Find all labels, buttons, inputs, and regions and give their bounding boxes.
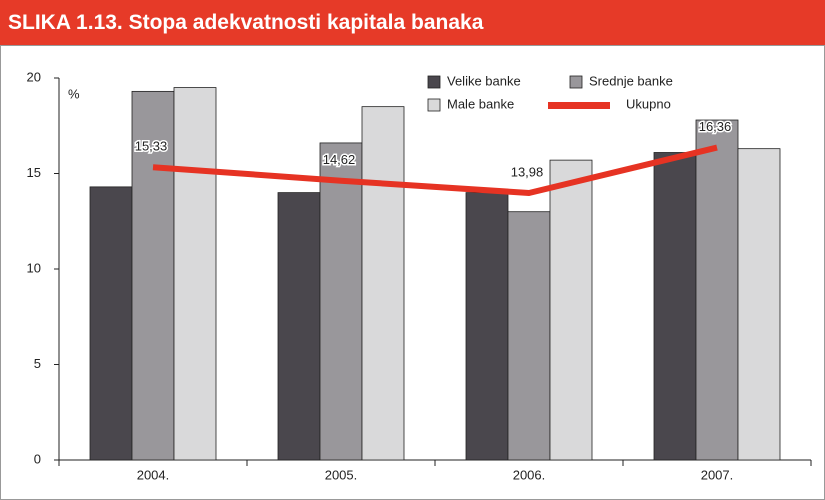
legend-swatch [427,75,441,89]
y-tick-label: 0 [34,451,41,466]
y-tick-label: 5 [34,356,41,371]
legend-label: Ukupno [626,96,671,111]
bar [465,192,509,461]
legend-swatch [427,98,441,112]
x-tick-label: 2007. [701,467,734,482]
x-tick-label: 2005. [325,467,358,482]
x-tick-label: 2004. [137,467,170,482]
bar [319,142,363,461]
bar [549,159,593,461]
data-label: 15,33 [135,139,168,154]
data-label: 16,36 [699,119,732,134]
x-tick-label: 2006. [513,467,546,482]
line [152,144,718,196]
bar [653,152,697,461]
legend-swatch [569,75,583,89]
bar [89,186,133,461]
legend-swatch [548,102,610,109]
chart-title: SLIKA 1.13. Stopa adekvatnosti kapitala … [0,0,825,45]
y-tick-label: 10 [27,260,41,275]
legend-label: Velike banke [447,73,521,88]
bar [173,87,217,461]
legend-label: Male banke [447,96,514,111]
bar [695,119,739,461]
legend-label: Srednje banke [589,73,673,88]
y-tick-label: 20 [27,69,41,84]
bar [277,192,321,461]
chart: % 0 5 10 15 20 2004. 2005. 2006. 2007. 15,33 14,62… [0,45,825,500]
data-label: 14,62 [323,152,356,167]
bar [131,90,175,461]
bar [737,148,781,461]
bar [507,211,551,461]
data-label: 13,98 [511,164,544,179]
bar [361,106,405,461]
y-tick-label: 15 [27,165,41,180]
y-axis-label: % [68,86,80,101]
